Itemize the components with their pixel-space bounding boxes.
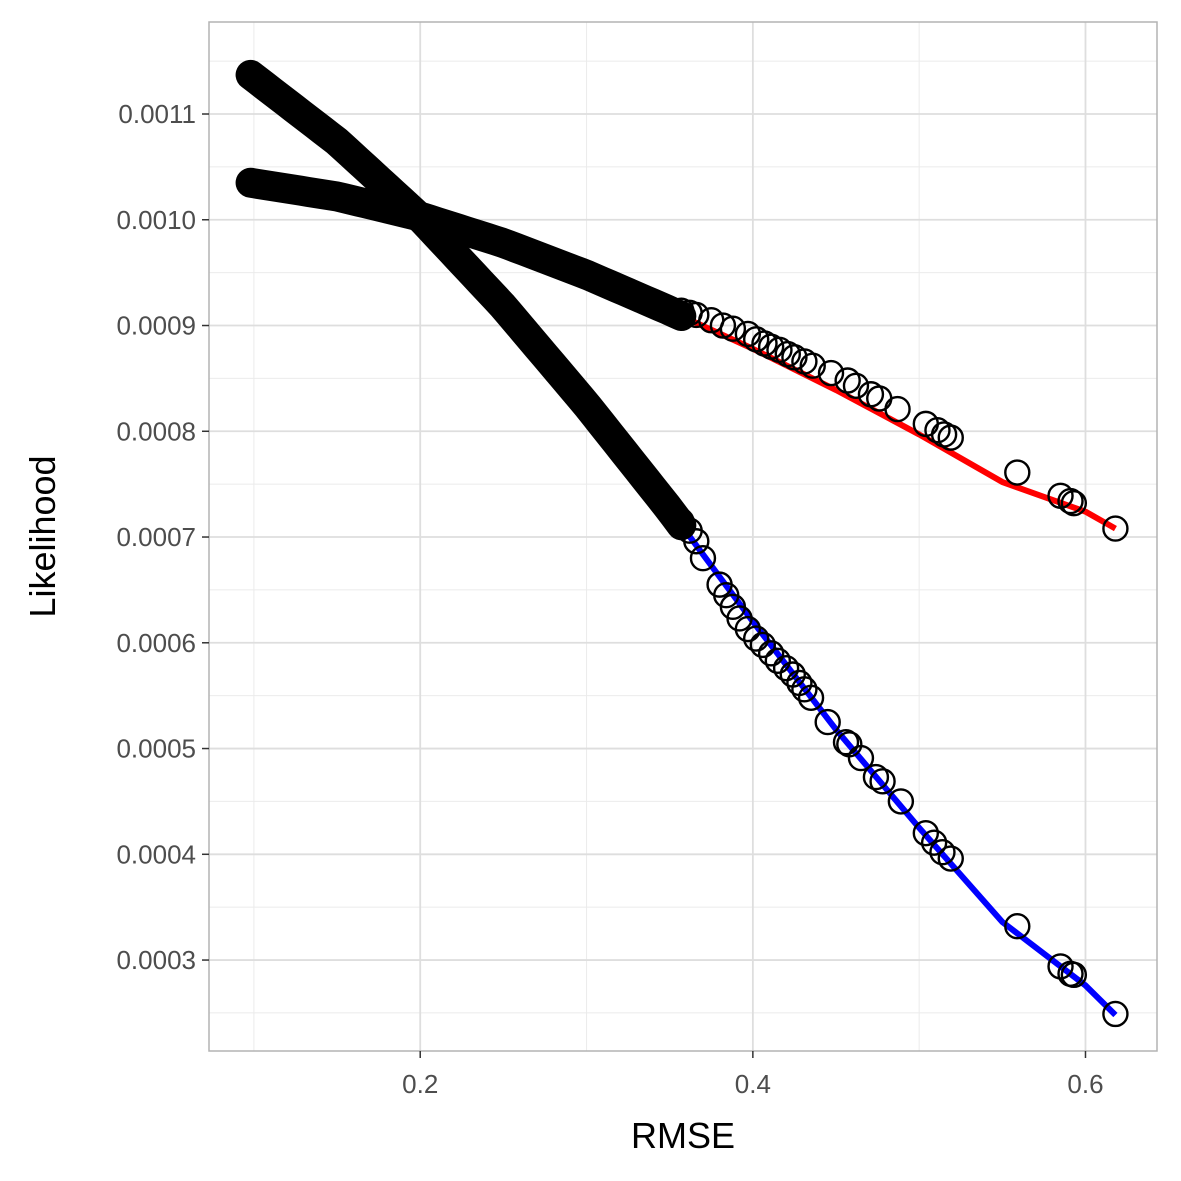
y-tick-label: 0.0008 bbox=[116, 416, 196, 446]
data-point-series-2 bbox=[929, 838, 956, 866]
data-point-series-2 bbox=[689, 544, 717, 572]
data-point-series-2 bbox=[797, 684, 825, 711]
data-point-series-2 bbox=[791, 676, 818, 703]
data-point-series-2 bbox=[764, 647, 791, 674]
data-point-series-1 bbox=[799, 352, 826, 379]
y-tick-label: 0.0010 bbox=[116, 205, 196, 235]
data-point-series-2 bbox=[742, 625, 770, 652]
data-point-series-1 bbox=[1102, 515, 1129, 542]
y-tick-label: 0.0004 bbox=[116, 839, 196, 869]
data-point-series-2 bbox=[887, 788, 915, 815]
dense-point-bands bbox=[235, 59, 697, 541]
fit-line-series-1 bbox=[250, 179, 1117, 532]
data-point-series-1 bbox=[884, 395, 911, 423]
data-point-series-1 bbox=[683, 301, 710, 329]
y-tick-label: 0.0003 bbox=[116, 945, 196, 975]
y-axis-title: Likelihood bbox=[22, 455, 63, 617]
data-point-series-2 bbox=[772, 654, 800, 682]
y-tick-label: 0.0005 bbox=[116, 734, 196, 764]
y-tick-label: 0.0011 bbox=[118, 99, 196, 129]
data-point-series-2 bbox=[734, 615, 762, 643]
data-point-series-1 bbox=[817, 359, 845, 387]
data-point-series-1 bbox=[924, 417, 951, 444]
x-tick-label: 0.6 bbox=[1067, 1069, 1103, 1099]
data-point-series-2 bbox=[1004, 913, 1031, 940]
data-point-series-1 bbox=[842, 372, 870, 399]
x-axis-ticks: 0.2 0.4 0.6 bbox=[402, 1051, 1104, 1099]
y-tick-label: 0.0009 bbox=[116, 311, 196, 341]
data-point-series-1 bbox=[1060, 489, 1088, 517]
data-point-series-2 bbox=[814, 708, 841, 736]
data-point-series-2 bbox=[847, 744, 875, 772]
data-point-series-2 bbox=[920, 829, 948, 856]
x-tick-label: 0.2 bbox=[402, 1069, 438, 1099]
data-points bbox=[668, 297, 1129, 1028]
data-point-series-2 bbox=[832, 728, 860, 756]
data-point-series-1 bbox=[719, 315, 747, 342]
data-point-series-2 bbox=[757, 640, 785, 667]
data-point-series-1 bbox=[866, 385, 893, 412]
data-point-series-2 bbox=[668, 507, 695, 535]
x-axis-title: RMSE bbox=[631, 1115, 735, 1156]
y-axis-ticks: 0.0003 0.0004 0.0005 0.0006 0.0007 0.0008 0.00… bbox=[116, 99, 209, 975]
data-point-series-1 bbox=[834, 367, 861, 394]
dense-band-series-2 bbox=[235, 59, 697, 541]
y-tick-label: 0.0006 bbox=[116, 628, 196, 658]
data-point-series-1 bbox=[1057, 487, 1084, 515]
data-point-series-2 bbox=[869, 768, 896, 795]
x-tick-label: 0.4 bbox=[735, 1069, 771, 1099]
data-point-series-2 bbox=[683, 528, 710, 555]
y-tick-label: 0.0007 bbox=[116, 522, 196, 552]
data-point-series-2 bbox=[912, 819, 940, 847]
data-point-series-1 bbox=[734, 320, 762, 348]
data-point-series-2 bbox=[749, 631, 777, 659]
data-point-series-2 bbox=[937, 845, 964, 872]
data-point-series-1 bbox=[937, 424, 964, 451]
data-point-series-2 bbox=[862, 763, 890, 791]
data-point-series-2 bbox=[1102, 1000, 1129, 1028]
data-point-series-1 bbox=[709, 312, 737, 339]
data-point-series-2 bbox=[1060, 961, 1088, 989]
dense-band-series-1 bbox=[235, 167, 697, 332]
data-point-series-1 bbox=[1004, 459, 1031, 486]
